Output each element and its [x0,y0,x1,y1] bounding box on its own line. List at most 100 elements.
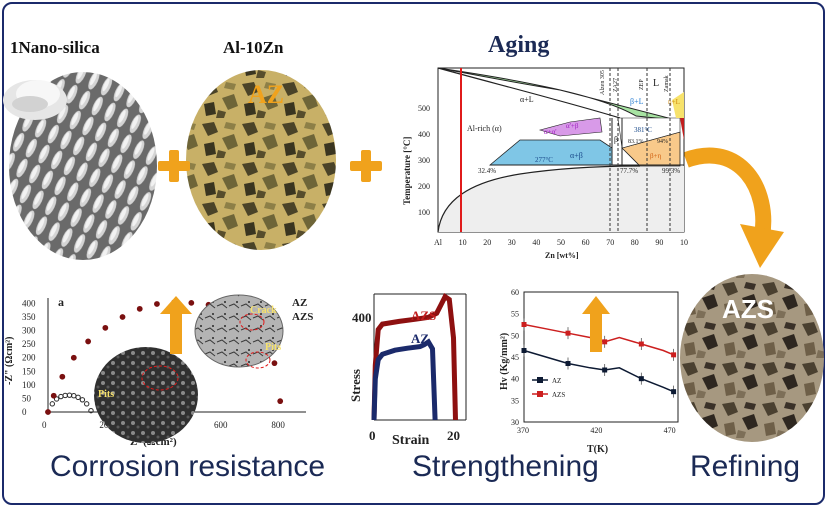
region-beta-eta: β+η [650,152,662,160]
nyquist-ylabel: -Z" (Ωcm²) [4,337,15,386]
nyquist-y-tick: 400 [22,298,36,308]
phase-diagram-xlabel: Zn [wt%] [545,251,579,260]
hardness-point-az [565,361,571,366]
hardness-point-azs [671,352,677,358]
stress-strain-line-az [371,338,438,421]
nano-silica-label: 1Nano-silica [10,38,100,57]
improvement-arrow-icon [160,296,192,314]
nyquist-y-tick: 200 [22,353,36,363]
nyquist-point-azs [102,324,109,331]
hardness-point-azs [638,341,644,347]
stress-strain-plot: 400 Stress Strain 0 20 AZS AZ [348,293,467,448]
stress-strain-line-azs [371,293,458,421]
az-series-label: AZ [411,331,429,346]
hardness-x-tick: 470 [664,426,676,435]
phase-diagram-x-tick: 60 [582,238,590,247]
nyquist-point-az [62,392,68,399]
nyquist-point-azs [277,398,284,405]
nyquist-x-tick: 600 [214,420,228,430]
phase-diagram-y-tick: 500 [418,104,430,113]
hardness-x-tick: 370 [517,426,529,435]
stress-y-tick: 400 [352,310,372,325]
nyquist-point-azs [271,360,278,367]
hardness-y-ticks: 60 55 50 45 40 35 30 [511,288,519,427]
hardness-arrow-icon [582,296,610,314]
nyquist-point-azs [119,314,126,320]
az-label: AZ [248,80,285,109]
hardness-series [521,318,677,398]
refining-arrow-icon [683,147,784,268]
improvement-arrow-shaft [170,312,182,354]
plus-icon [158,150,190,182]
region-alpha-alpha-prime: α+α' [544,128,557,136]
nyquist-point-az [79,397,86,403]
az-corrosion-sem-inset [94,347,198,443]
phase-diagram-y-ticks: 500 400 300 200 100 [418,104,430,217]
phase-diagram-x-tick: 30 [508,238,516,247]
hardness-legend-az: AZ [552,377,561,385]
phase-diagram-y-tick: 400 [418,130,430,139]
region-eta-l: η+L [668,98,680,106]
phase-diagram-x-tick: 70 [606,238,614,247]
alloy-zamak: Zamak [664,75,670,92]
hardness-point-azs [565,330,571,336]
pits-label-az: Pits [98,389,114,400]
region-alpha-prime-beta: α'+β [566,122,579,130]
nyquist-y-ticks: 0 50 100 150 200 250 300 350 400 [22,298,36,417]
hardness-legend-azs: AZS [552,391,565,399]
strain-xlabel: Strain [392,433,430,448]
annotation-777pct: 77.7% [620,167,638,175]
nyquist-y-tick: 100 [22,380,36,390]
hardness-plot: 60 55 50 45 40 35 30 370 420 470 Hv (Kg/mm²) T(K… [499,288,679,455]
nyquist-x-tick: 0 [42,420,47,430]
annotation-381c: 381°C [634,126,652,134]
nyquist-point-azs [188,299,195,306]
hardness-x-ticks: 370 420 470 [517,426,676,435]
nyquist-point-azs [85,338,92,345]
hardness-point-az [671,389,677,395]
crack-label: Crack [250,305,277,316]
region-al-rich: Al-rich (α) [467,124,502,133]
nyquist-point-azs [45,409,51,415]
strain-x-tick-20: 20 [447,428,460,443]
strengthening-caption: Strengthening [412,450,599,483]
region-alpha-beta: α+β [570,151,583,160]
phase-diagram-ylabel: Temperature [°C] [402,137,412,205]
aging-label: Aging [488,32,550,58]
pits-label-azs: Pits [265,342,281,353]
region-alpha-l: α+L [520,95,534,104]
hardness-y-tick: 55 [511,310,519,319]
nyquist-y-tick: 0 [22,407,27,417]
hardness-ylabel: Hv (Kg/mm²) [499,333,510,390]
annotation-993pct: 99.3% [662,167,680,175]
silica-powder-image [3,80,67,120]
phase-diagram-x-tick: Al [434,238,443,247]
hardness-point-az [638,376,644,382]
nyquist-plot: 0 50 100 150 200 250 300 350 400 0 200 400 600 800 a… [4,294,313,448]
stress-ylabel: Stress [348,369,363,402]
hardness-point-azs [521,322,527,327]
phase-diagram: α+L β+L L η+L Al-rich (α) α+α' α'+β α+β … [402,67,688,260]
hardness-x-tick: 420 [590,426,602,435]
nyquist-y-tick: 350 [22,312,36,322]
hardness-y-tick: 50 [511,331,519,340]
hardness-xlabel: T(K) [587,444,608,455]
nyquist-y-tick: 150 [22,366,36,376]
stress-strain-series [371,293,458,421]
azs-microstructure-image [680,274,824,442]
nyquist-point-azs [70,354,77,361]
nyquist-point-az [71,393,77,399]
nano-silica-sem-image [9,72,157,260]
strain-x-tick-0: 0 [369,428,376,443]
nyquist-point-azs [59,373,66,380]
nyquist-point-az [84,401,90,407]
hardness-arrow-shaft [590,312,602,352]
nyquist-y-tick: 50 [22,393,32,403]
nyquist-point-az [53,396,60,402]
az-microstructure-image [186,70,336,250]
nyquist-panel-letter: a [58,295,64,309]
nyquist-point-azs [136,305,143,312]
annotation-94pct: 94% [657,139,668,145]
hardness-y-tick: 45 [511,353,519,362]
hardness-y-tick: 35 [511,396,519,405]
